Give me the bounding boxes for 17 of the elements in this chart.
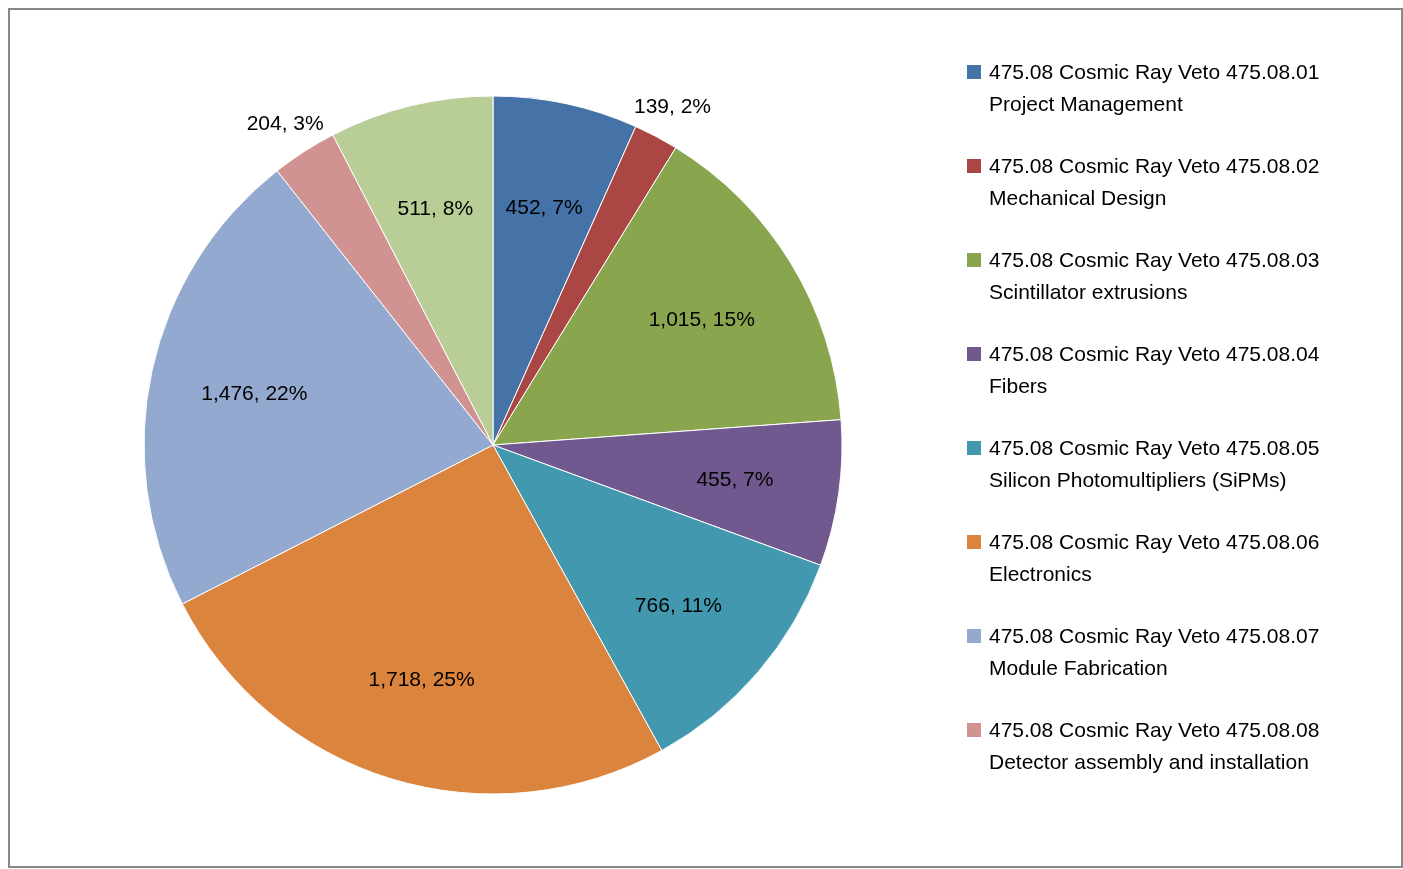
data-label: 1,015, 15% (648, 306, 755, 330)
legend-label: 475.08 Cosmic Ray Veto 475.08.04 Fibers (989, 341, 1321, 399)
legend-label: 475.08 Cosmic Ray Veto 475.08.06 Electronics (989, 529, 1321, 587)
data-label: 139, 2% (633, 94, 712, 118)
data-label: 452, 7% (505, 194, 583, 218)
data-label: 1,476, 22% (201, 381, 308, 405)
legend-label: 475.08 Cosmic Ray Veto 475.08.01 Project Management (989, 59, 1321, 117)
data-label: 511, 8% (397, 196, 474, 220)
data-label: 204, 3% (246, 110, 324, 134)
data-label: 766, 11% (634, 592, 723, 616)
data-label: 455, 7% (696, 467, 774, 491)
legend-label: 475.08 Cosmic Ray Veto 475.08.03 Scintillator extrusions (989, 247, 1321, 305)
data-label: 1,718, 25% (368, 667, 475, 691)
legend-label: 475.08 Cosmic Ray Veto 475.08.02 Mechanical Design (989, 153, 1321, 211)
legend-label: 475.08 Cosmic Ray Veto 475.08.08 Detector assembly and installation (989, 717, 1321, 775)
legend-label: 475.08 Cosmic Ray Veto 475.08.05 Silicon Photomultipliers (SiPMs) (989, 435, 1321, 493)
legend-label: 475.08 Cosmic Ray Veto 475.08.07 Module Fabrication (989, 623, 1321, 681)
